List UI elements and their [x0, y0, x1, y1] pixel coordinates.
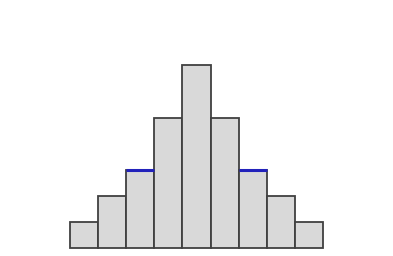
Bar: [70, 222, 98, 248]
Bar: [239, 170, 267, 248]
Bar: [267, 196, 295, 248]
Bar: [211, 118, 239, 248]
Bar: [126, 170, 154, 248]
Bar: [154, 118, 182, 248]
Bar: [182, 65, 211, 248]
Bar: [98, 196, 126, 248]
Bar: [295, 222, 323, 248]
